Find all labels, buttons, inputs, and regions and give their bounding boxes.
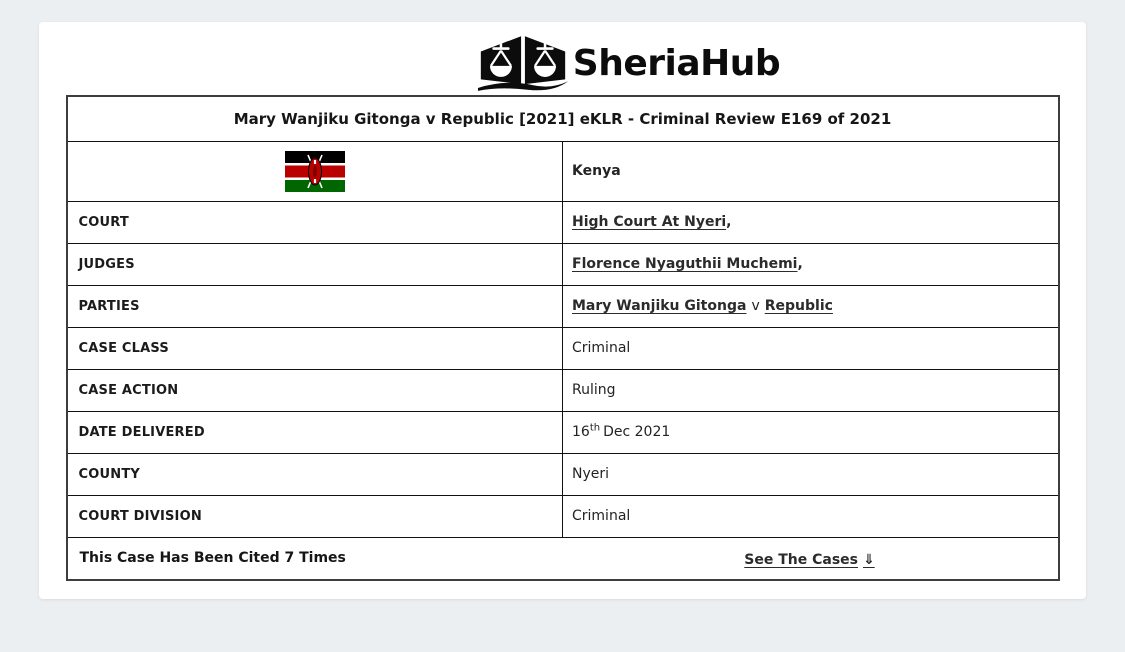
date-ordinal: th (589, 422, 601, 434)
date-day: 16 (572, 424, 590, 440)
case-title-row: Mary Wanjiku Gitonga v Republic [2021] e… (66, 95, 1059, 142)
court-suffix: , (726, 214, 732, 230)
date-delivered-label: DATE DELIVERED (66, 410, 563, 454)
scales-of-justice-icon (477, 36, 568, 91)
parties-row: PARTIES Mary Wanjiku Gitonga v Republic (66, 284, 1059, 328)
judges-label: JUDGES (66, 242, 563, 286)
case-class-row: CASE CLASS Criminal (66, 326, 1059, 370)
case-summary-card: SheriaHub Mary Wanjiku Gitonga v Republi… (39, 22, 1086, 599)
judges-suffix: , (797, 256, 803, 272)
county-label: COUNTY (66, 452, 563, 496)
court-division-row: COURT DIVISION Criminal (66, 494, 1059, 538)
court-link[interactable]: High Court At Nyeri (572, 214, 727, 230)
county-value: Nyeri (562, 452, 1059, 496)
date-delivered-value: 16th Dec 2021 (562, 410, 1059, 454)
citations-row: This Case Has Been Cited 7 Times See The… (66, 536, 1059, 581)
case-title: Mary Wanjiku Gitonga v Republic [2021] e… (66, 95, 1059, 142)
county-row: COUNTY Nyeri (66, 452, 1059, 496)
date-rest: Dec 2021 (603, 424, 671, 440)
down-arrow-icon: ⇓ (862, 551, 875, 568)
case-action-label: CASE ACTION (66, 368, 563, 412)
versus-separator: v (751, 298, 760, 314)
party-respondent-link[interactable]: Republic (764, 298, 833, 314)
court-label: COURT (66, 200, 563, 244)
sheriahub-logo[interactable]: SheriaHub (105, 36, 1125, 91)
court-division-value: Criminal (562, 494, 1059, 538)
court-division-label: COURT DIVISION (66, 494, 563, 538)
citation-count-text: This Case Has Been Cited 7 Times (79, 550, 346, 567)
parties-label: PARTIES (66, 284, 563, 328)
court-row: COURT High Court At Nyeri, (66, 200, 1059, 244)
brand-name: SheriaHub (572, 43, 781, 84)
judge-link[interactable]: Florence Nyaguthii Muchemi (572, 256, 798, 272)
country-row: Kenya (66, 140, 1059, 202)
judges-row: JUDGES Florence Nyaguthii Muchemi, (66, 242, 1059, 286)
case-class-label: CASE CLASS (66, 326, 563, 370)
kenya-flag-icon (284, 150, 345, 192)
party-applicant-link[interactable]: Mary Wanjiku Gitonga (572, 298, 747, 314)
case-details-table: Mary Wanjiku Gitonga v Republic [2021] e… (65, 95, 1060, 581)
case-action-row: CASE ACTION Ruling (66, 368, 1059, 412)
case-action-value: Ruling (562, 368, 1059, 412)
case-class-value: Criminal (562, 326, 1059, 370)
see-the-cases-link[interactable]: See The Cases ⇓ (744, 551, 875, 568)
country-name: Kenya (562, 140, 1059, 202)
date-delivered-row: DATE DELIVERED 16th Dec 2021 (66, 410, 1059, 454)
